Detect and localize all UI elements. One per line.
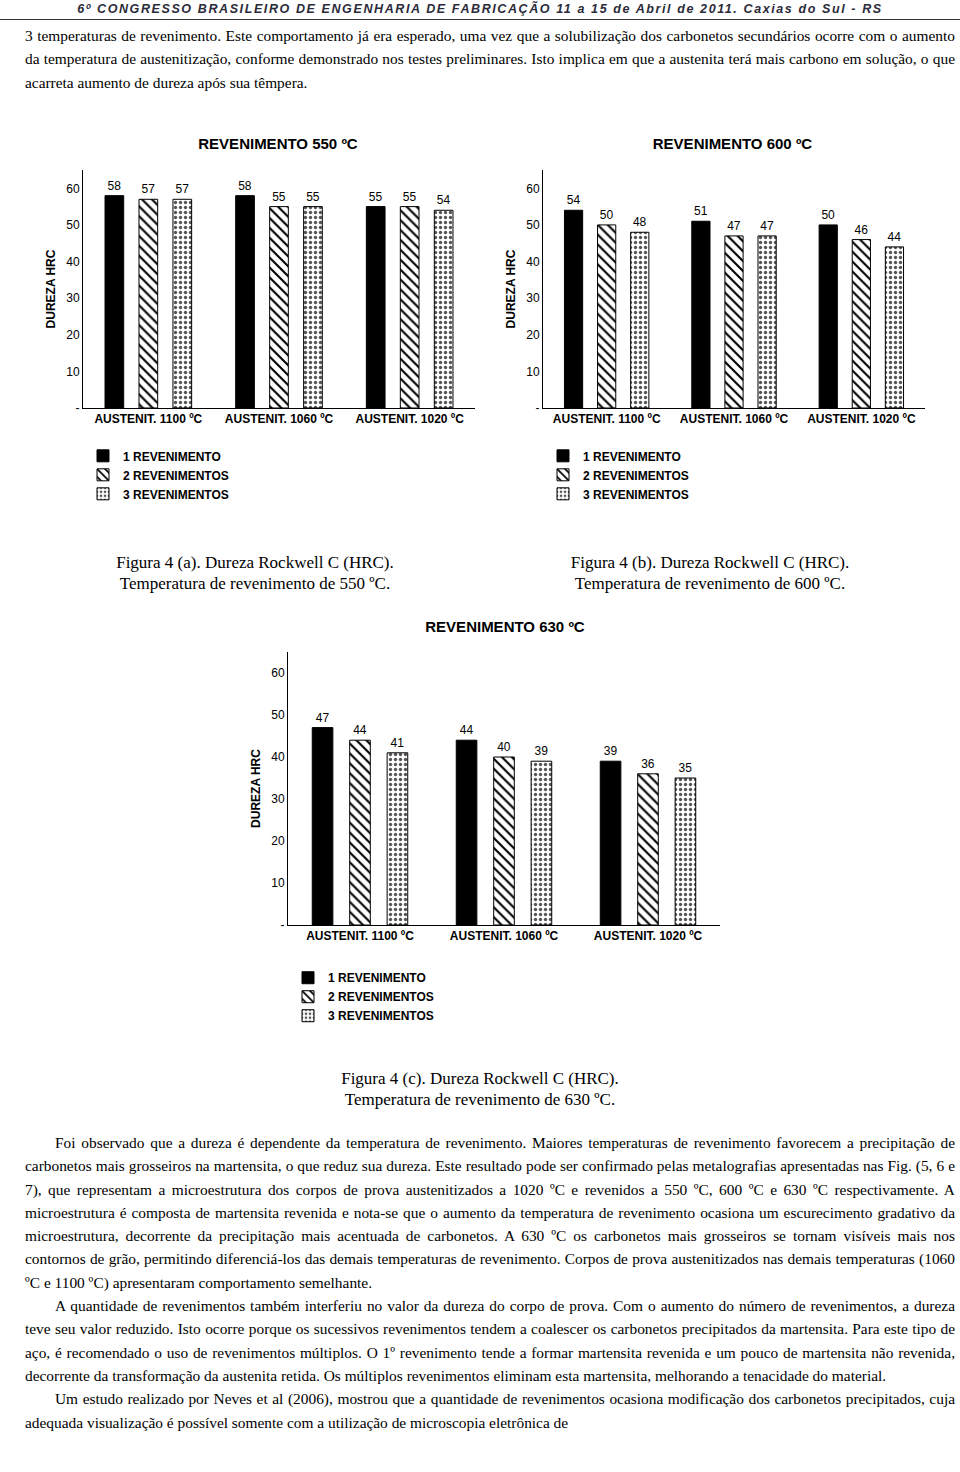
svg-text:AUSTENIT. 1060 ºC: AUSTENIT. 1060 ºC	[450, 929, 559, 943]
svg-text:47: 47	[760, 219, 774, 233]
html-text:A quantidade de revenimentos t: A quantidade de revenimentos também inte…	[25, 1297, 955, 1384]
svg-text:54: 54	[437, 193, 451, 207]
svg-text:54: 54	[567, 193, 581, 207]
svg-text:AUSTENIT. 1020 ºC: AUSTENIT. 1020 ºC	[355, 412, 464, 426]
svg-text:41: 41	[391, 736, 405, 750]
svg-text:47: 47	[727, 219, 741, 233]
html-text:Temperatura de revenimento de: Temperatura de revenimento de 600 ºC.	[574, 574, 846, 593]
svg-text:60: 60	[66, 182, 80, 196]
svg-text:2 REVENIMENTOS: 2 REVENIMENTOS	[123, 469, 229, 483]
svg-text:AUSTENIT. 1020 ºC: AUSTENIT. 1020 ºC	[594, 929, 703, 943]
svg-text:1 REVENIMENTO: 1 REVENIMENTO	[123, 450, 221, 464]
svg-text:-: -	[536, 401, 540, 415]
svg-text:50: 50	[821, 208, 835, 222]
svg-text:AUSTENIT. 1060 ºC: AUSTENIT. 1060 ºC	[680, 412, 789, 426]
svg-text:-: -	[281, 918, 285, 932]
svg-text:40: 40	[526, 255, 540, 269]
svg-text:REVENIMENTO 550 ºC: REVENIMENTO 550 ºC	[198, 135, 358, 152]
svg-text:3 REVENIMENTOS: 3 REVENIMENTOS	[123, 488, 229, 502]
svg-text:47: 47	[316, 711, 330, 725]
svg-text:39: 39	[535, 744, 549, 758]
svg-text:30: 30	[526, 291, 540, 305]
svg-text:20: 20	[66, 328, 80, 342]
svg-text:48: 48	[633, 215, 647, 229]
svg-text:55: 55	[403, 190, 417, 204]
svg-text:REVENIMENTO 600 ºC: REVENIMENTO 600 ºC	[653, 135, 813, 152]
svg-text:40: 40	[271, 750, 285, 764]
html-text:Temperatura de revenimento de: Temperatura de revenimento de 630 ºC.	[344, 1090, 616, 1109]
svg-text:1 REVENIMENTO: 1 REVENIMENTO	[583, 450, 681, 464]
svg-text:AUSTENIT. 1060 ºC: AUSTENIT. 1060 ºC	[225, 412, 334, 426]
svg-text:3 REVENIMENTOS: 3 REVENIMENTOS	[583, 488, 689, 502]
svg-text:3 REVENIMENTOS: 3 REVENIMENTOS	[328, 1009, 434, 1023]
svg-text:40: 40	[66, 255, 80, 269]
html-text:Figura 4 (c). Dureza Rockwell: Figura 4 (c). Dureza Rockwell C (HRC).	[341, 1069, 619, 1088]
svg-text:58: 58	[238, 179, 252, 193]
svg-text:36: 36	[641, 757, 655, 771]
svg-text:55: 55	[369, 190, 383, 204]
svg-text:39: 39	[604, 744, 618, 758]
svg-text:46: 46	[854, 223, 868, 237]
svg-text:30: 30	[271, 792, 285, 806]
svg-text:57: 57	[175, 182, 189, 196]
svg-text:44: 44	[888, 230, 902, 244]
svg-text:10: 10	[526, 365, 540, 379]
svg-text:60: 60	[526, 182, 540, 196]
svg-text:44: 44	[460, 723, 474, 737]
svg-text:58: 58	[108, 179, 122, 193]
svg-text:DUREZA HRC: DUREZA HRC	[44, 249, 58, 328]
svg-text:2 REVENIMENTOS: 2 REVENIMENTOS	[328, 990, 434, 1004]
svg-text:20: 20	[271, 834, 285, 848]
html-text:6º CONGRESSO BRASILEIRO DE ENG: 6º CONGRESSO BRASILEIRO DE ENGENHARIA DE…	[77, 2, 883, 16]
svg-text:30: 30	[66, 291, 80, 305]
svg-text:57: 57	[141, 182, 155, 196]
svg-text:2 REVENIMENTOS: 2 REVENIMENTOS	[583, 469, 689, 483]
svg-text:DUREZA HRC: DUREZA HRC	[249, 749, 263, 828]
svg-text:50: 50	[600, 208, 614, 222]
svg-text:35: 35	[679, 761, 693, 775]
svg-text:1 REVENIMENTO: 1 REVENIMENTO	[328, 971, 426, 985]
svg-text:-: -	[76, 401, 80, 415]
svg-text:44: 44	[353, 723, 367, 737]
svg-text:10: 10	[66, 365, 80, 379]
svg-text:DUREZA HRC: DUREZA HRC	[504, 249, 518, 328]
svg-text:50: 50	[271, 708, 285, 722]
html-text:Figura 4 (a). Dureza Rockwell: Figura 4 (a). Dureza Rockwell C (HRC).	[116, 553, 394, 572]
svg-text:10: 10	[271, 876, 285, 890]
svg-text:AUSTENIT. 1100 ºC: AUSTENIT. 1100 ºC	[306, 929, 414, 943]
svg-text:AUSTENIT. 1020 ºC: AUSTENIT. 1020 ºC	[807, 412, 916, 426]
svg-text:60: 60	[271, 666, 285, 680]
svg-text:51: 51	[694, 204, 708, 218]
html-text:Figura 4 (b). Dureza Rockwell: Figura 4 (b). Dureza Rockwell C (HRC).	[570, 553, 850, 572]
svg-text:REVENIMENTO 630 ºC: REVENIMENTO 630 ºC	[425, 618, 585, 635]
html-text:3 temperaturas de revenimento.: 3 temperaturas de revenimento. Este comp…	[25, 27, 955, 91]
svg-text:50: 50	[526, 218, 540, 232]
svg-text:AUSTENIT. 1100 ºC: AUSTENIT. 1100 ºC	[553, 412, 661, 426]
html-text:Temperatura de revenimento de: Temperatura de revenimento de 550 ºC.	[119, 574, 391, 593]
svg-text:50: 50	[66, 218, 80, 232]
html-text:Foi observado que a dureza é d: Foi observado que a dureza é dependente …	[25, 1134, 955, 1291]
svg-text:55: 55	[306, 190, 320, 204]
html-text:Um estudo realizado por Neves: Um estudo realizado por Neves et al (200…	[25, 1390, 955, 1431]
svg-text:20: 20	[526, 328, 540, 342]
svg-text:40: 40	[497, 740, 511, 754]
svg-text:55: 55	[272, 190, 286, 204]
svg-text:AUSTENIT. 1100 ºC: AUSTENIT. 1100 ºC	[94, 412, 202, 426]
